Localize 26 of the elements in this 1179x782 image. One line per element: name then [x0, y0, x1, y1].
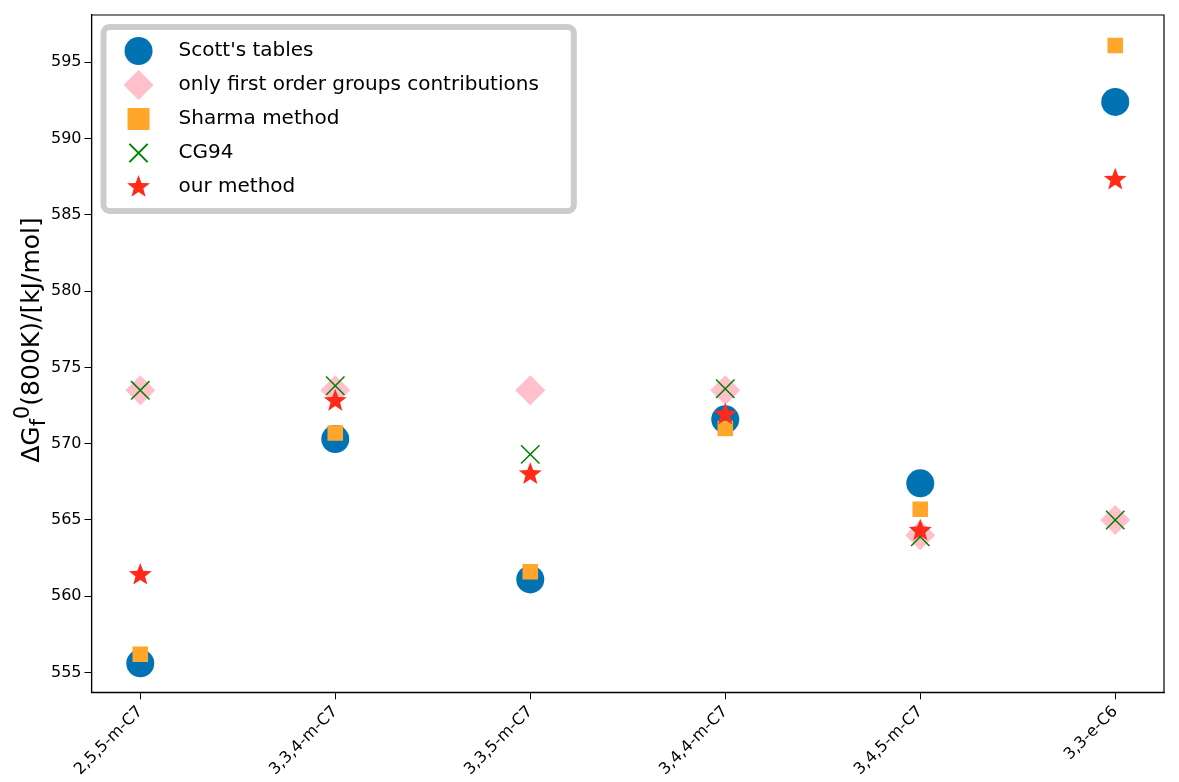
y-tick-label: 570 [50, 432, 82, 452]
y-tick-label: 580 [50, 280, 82, 300]
legend-label: only first order groups contributions [178, 71, 539, 96]
y-tick-label: 560 [50, 585, 82, 605]
y-tick-label: 590 [50, 127, 82, 147]
legend-label: Sharma method [178, 105, 340, 130]
point [323, 388, 347, 411]
point [518, 462, 542, 484]
point [717, 420, 734, 437]
legend-label: our method [178, 173, 296, 198]
point [906, 469, 935, 498]
legend-label: Scott's tables [178, 37, 314, 62]
y-tick-label: 555 [50, 661, 82, 681]
point [1101, 87, 1130, 116]
point [132, 646, 149, 662]
y-tick-label: 585 [50, 204, 82, 224]
point [520, 444, 541, 465]
point [1103, 167, 1127, 190]
point [1107, 37, 1124, 54]
y-tick-label: 595 [50, 51, 82, 71]
point [128, 562, 152, 585]
legend-label: CG94 [178, 139, 234, 164]
point [515, 375, 546, 406]
point [912, 501, 929, 518]
y-tick-label: 565 [50, 509, 82, 529]
y-tick-label: 575 [50, 356, 82, 376]
